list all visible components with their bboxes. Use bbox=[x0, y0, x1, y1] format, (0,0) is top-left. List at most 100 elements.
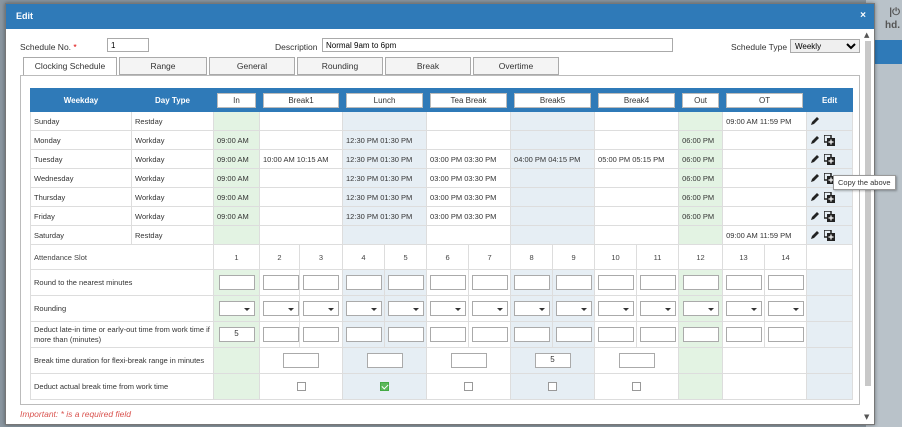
slot-number: 4 bbox=[342, 244, 386, 270]
tab-clocking-schedule[interactable]: Clocking Schedule bbox=[23, 57, 117, 76]
out-cell: 06:00 PM bbox=[678, 187, 724, 207]
rounding-select-14[interactable] bbox=[768, 301, 805, 316]
rounding-select-5[interactable] bbox=[388, 301, 425, 316]
pencil-icon[interactable] bbox=[810, 173, 820, 183]
copy-icon[interactable] bbox=[824, 172, 836, 184]
rounding-select-11[interactable] bbox=[640, 301, 677, 316]
break1-cell bbox=[258, 130, 344, 150]
rounding-select-3[interactable] bbox=[303, 301, 339, 316]
tea-break-cell: 03:00 PM 03:30 PM bbox=[426, 149, 512, 169]
rounding-select-8[interactable] bbox=[514, 301, 551, 316]
flexi-input-break1[interactable] bbox=[283, 353, 319, 368]
deduct-break-checkbox-lunch[interactable] bbox=[380, 382, 390, 392]
pencil-icon[interactable] bbox=[810, 154, 820, 164]
deduct-input-13[interactable] bbox=[726, 327, 763, 342]
description-input[interactable] bbox=[322, 38, 673, 52]
deduct-input-14[interactable] bbox=[768, 327, 805, 342]
slot-number: 14 bbox=[764, 244, 808, 270]
deduct-input-9[interactable] bbox=[556, 327, 593, 342]
flexi-input-break5[interactable]: 5 bbox=[534, 353, 571, 368]
rounding-select-1[interactable] bbox=[218, 301, 255, 316]
deduct-break-checkbox-break4[interactable] bbox=[632, 382, 642, 392]
header-in: In bbox=[213, 88, 260, 112]
tab-break[interactable]: Break bbox=[385, 57, 471, 75]
round-input-6[interactable] bbox=[430, 275, 467, 290]
out-cell: 06:00 PM bbox=[678, 149, 724, 169]
flexi-input-break4[interactable] bbox=[618, 353, 655, 368]
round-input-11[interactable] bbox=[640, 275, 677, 290]
copy-icon[interactable] bbox=[824, 134, 836, 146]
deduct-input-10[interactable] bbox=[598, 327, 635, 342]
rounding-select-2[interactable] bbox=[263, 301, 299, 316]
lunch-cell bbox=[342, 111, 428, 131]
deduct-break-checkbox-tea-break[interactable] bbox=[464, 382, 474, 392]
deduct-input-12[interactable] bbox=[682, 327, 719, 342]
copy-icon[interactable] bbox=[824, 153, 836, 165]
tab-general[interactable]: General bbox=[209, 57, 295, 75]
copy-icon[interactable] bbox=[824, 210, 836, 222]
deduct-break-checkbox-break1[interactable] bbox=[296, 382, 306, 392]
schedule-no-input[interactable] bbox=[107, 38, 149, 52]
deduct-input-1[interactable]: 5 bbox=[218, 327, 255, 342]
daytype-cell: Workday bbox=[131, 130, 214, 150]
deduct-input-7[interactable] bbox=[472, 327, 509, 342]
edit-cell bbox=[806, 225, 854, 245]
round-input-14[interactable] bbox=[768, 275, 805, 290]
edit-cell bbox=[806, 206, 854, 226]
round-input-10[interactable] bbox=[598, 275, 635, 290]
flexi-break-label: Break time duration for flexi-break rang… bbox=[30, 347, 214, 374]
round-input-5[interactable] bbox=[388, 275, 425, 290]
round-input-8[interactable] bbox=[514, 275, 551, 290]
modal-scrollbar[interactable]: ▲ ▼ bbox=[864, 31, 872, 421]
pencil-icon[interactable] bbox=[810, 230, 820, 240]
tea-break-cell bbox=[426, 130, 512, 150]
ot-cell bbox=[722, 187, 808, 207]
ot-cell bbox=[722, 130, 808, 150]
round-input-3[interactable] bbox=[303, 275, 339, 290]
flexi-input-lunch[interactable] bbox=[366, 353, 403, 368]
rounding-select-12[interactable] bbox=[682, 301, 719, 316]
tab-range[interactable]: Range bbox=[119, 57, 207, 75]
deduct-input-5[interactable] bbox=[388, 327, 425, 342]
schedule-type-select[interactable]: Weekly bbox=[790, 39, 860, 53]
deduct-input-2[interactable] bbox=[263, 327, 299, 342]
deduct-break-checkbox-break5[interactable] bbox=[548, 382, 558, 392]
flexi-input-tea-break[interactable] bbox=[450, 353, 487, 368]
close-icon[interactable]: × bbox=[860, 10, 866, 21]
tab-overtime[interactable]: Overtime bbox=[473, 57, 559, 75]
rounding-select-6[interactable] bbox=[430, 301, 467, 316]
deduct-input-6[interactable] bbox=[430, 327, 467, 342]
rounding-select-10[interactable] bbox=[598, 301, 635, 316]
pencil-icon[interactable] bbox=[810, 211, 820, 221]
in-cell bbox=[213, 111, 260, 131]
deduct-input-8[interactable] bbox=[514, 327, 551, 342]
rounding-select-7[interactable] bbox=[472, 301, 509, 316]
rounding-select-9[interactable] bbox=[556, 301, 593, 316]
pencil-icon[interactable] bbox=[810, 192, 820, 202]
table-row: Sunday Restday 09:00 AM 11:59 PM bbox=[30, 111, 854, 131]
daytype-cell: Restday bbox=[131, 225, 214, 245]
copy-icon[interactable] bbox=[824, 191, 836, 203]
deduct-input-11[interactable] bbox=[640, 327, 677, 342]
scroll-down-arrow-icon[interactable]: ▼ bbox=[864, 413, 870, 421]
round-input-12[interactable] bbox=[682, 275, 719, 290]
round-input-7[interactable] bbox=[472, 275, 509, 290]
rounding-select-13[interactable] bbox=[726, 301, 763, 316]
round-input-1[interactable] bbox=[218, 275, 255, 290]
tab-rounding[interactable]: Rounding bbox=[297, 57, 383, 75]
round-input-4[interactable] bbox=[346, 275, 383, 290]
round-input-9[interactable] bbox=[556, 275, 593, 290]
pencil-icon[interactable] bbox=[810, 116, 820, 126]
copy-icon[interactable] bbox=[824, 229, 836, 241]
deduct-input-3[interactable] bbox=[303, 327, 339, 342]
scrollbar-thumb[interactable] bbox=[865, 41, 871, 386]
tea-break-cell bbox=[426, 111, 512, 131]
scroll-up-arrow-icon[interactable]: ▲ bbox=[864, 31, 870, 39]
edit-cell bbox=[806, 111, 854, 131]
pencil-icon[interactable] bbox=[810, 135, 820, 145]
round-input-13[interactable] bbox=[726, 275, 763, 290]
deduct-input-4[interactable] bbox=[346, 327, 383, 342]
round-input-2[interactable] bbox=[263, 275, 299, 290]
rounding-row: Rounding bbox=[30, 295, 854, 322]
rounding-select-4[interactable] bbox=[346, 301, 383, 316]
